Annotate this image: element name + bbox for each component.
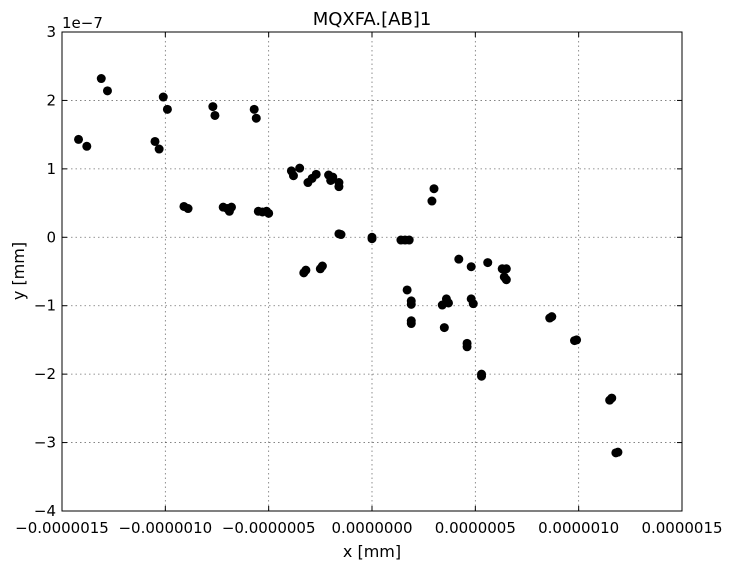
- data-point: [162, 104, 172, 114]
- x-tick-label: 0.0000015: [641, 519, 722, 537]
- axis-ticks: [61, 31, 683, 512]
- data-point: [264, 208, 274, 218]
- data-point: [429, 184, 439, 194]
- y-offset-label: 1e−7: [62, 14, 103, 32]
- data-point: [454, 254, 464, 264]
- y-tick-label: −4: [34, 502, 56, 520]
- data-point: [336, 230, 346, 240]
- y-tick-label: 3: [46, 23, 56, 41]
- data-point: [208, 102, 218, 112]
- x-tick-label: 0.0000000: [331, 519, 412, 537]
- grid-lines: [62, 32, 682, 511]
- chart-title: MQXFA.[AB]1: [313, 9, 432, 30]
- data-point: [406, 299, 416, 309]
- data-point: [572, 335, 582, 345]
- data-point: [443, 298, 453, 308]
- data-point: [150, 136, 160, 146]
- data-point: [483, 258, 493, 268]
- data-point: [607, 393, 617, 403]
- data-point: [439, 323, 449, 333]
- y-tick-labels: −4 −3 −2 −1 0 1 2 3: [34, 23, 56, 520]
- y-tick-label: −1: [34, 297, 56, 315]
- data-point: [402, 285, 412, 295]
- data-point: [501, 264, 511, 274]
- x-tick-label: −0.0000005: [222, 519, 316, 537]
- data-point: [210, 110, 220, 120]
- data-point: [334, 182, 344, 192]
- data-point: [427, 196, 437, 206]
- y-tick-label: 1: [46, 160, 56, 178]
- data-point: [501, 275, 511, 285]
- y-tick-label: −3: [34, 434, 56, 452]
- y-axis-label: y [mm]: [9, 242, 28, 300]
- data-point: [328, 172, 338, 182]
- x-axis-label: x [mm]: [343, 542, 401, 561]
- data-point: [311, 169, 321, 179]
- data-point: [96, 74, 106, 84]
- data-point: [102, 86, 112, 96]
- data-point: [406, 319, 416, 329]
- data-point: [466, 262, 476, 272]
- x-tick-label: −0.0000015: [15, 519, 109, 537]
- x-tick-label: −0.0000010: [118, 519, 212, 537]
- data-point: [468, 299, 478, 309]
- data-point: [249, 104, 259, 114]
- data-point: [295, 163, 305, 173]
- data-point: [613, 447, 623, 457]
- y-tick-label: 2: [46, 91, 56, 109]
- data-point: [74, 134, 84, 144]
- data-points: [74, 74, 623, 458]
- y-tick-label: −2: [34, 365, 56, 383]
- data-point: [154, 144, 164, 154]
- data-point: [251, 113, 261, 123]
- data-point: [404, 235, 414, 245]
- data-point: [301, 265, 311, 275]
- data-point: [367, 234, 377, 244]
- data-point: [317, 261, 327, 271]
- x-tick-labels: −0.0000015 −0.0000010 −0.0000005 0.0000000 0…: [15, 519, 722, 537]
- data-point: [462, 342, 472, 352]
- data-point: [226, 202, 236, 212]
- y-tick-label: 0: [46, 228, 56, 246]
- data-point: [477, 371, 487, 381]
- data-point: [547, 312, 557, 322]
- data-point: [183, 204, 193, 214]
- x-tick-label: 0.0000005: [435, 519, 516, 537]
- x-tick-label: 0.0000010: [538, 519, 619, 537]
- data-point: [288, 171, 298, 181]
- data-point: [158, 92, 168, 102]
- data-point: [82, 141, 92, 151]
